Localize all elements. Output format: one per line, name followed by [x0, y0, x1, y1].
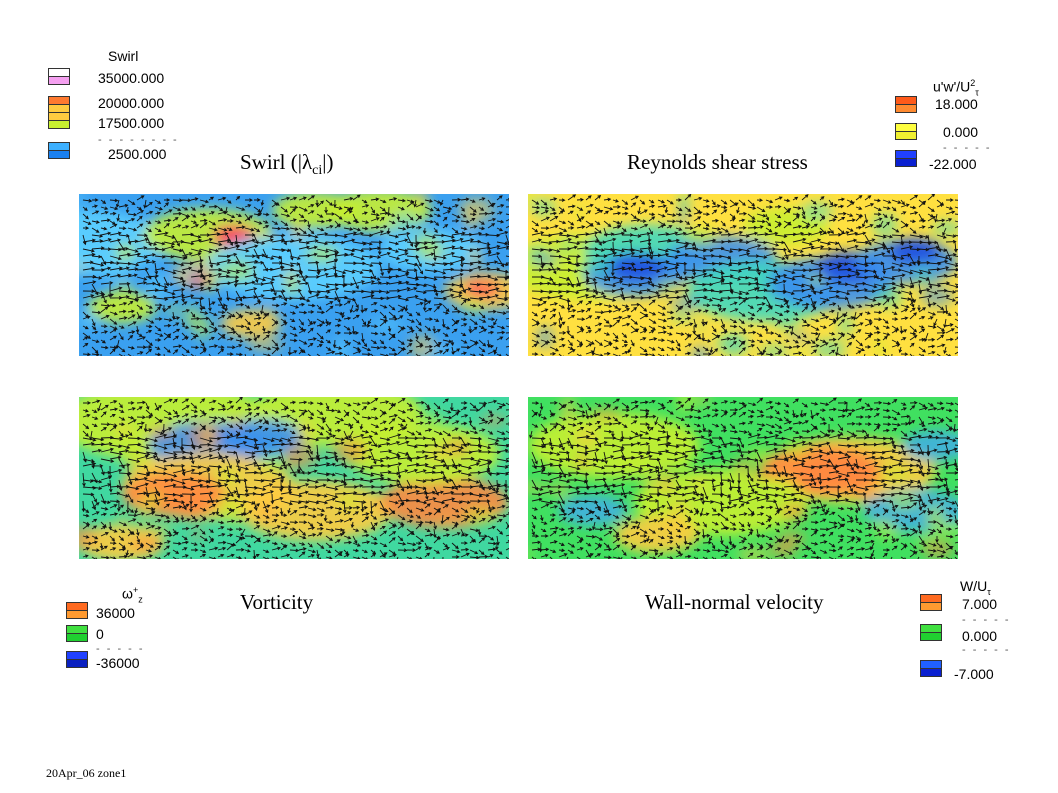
- reynolds-legend-value-2: 0.000: [943, 124, 979, 140]
- vorticity-legend-title-sub: z: [138, 594, 143, 605]
- vorticity-panel-title: Vorticity: [240, 590, 314, 614]
- wallnormal-panel-title: Wall-normal velocity: [645, 590, 824, 614]
- wallnormal-field-plot: [528, 397, 958, 559]
- wallnormal-swatch-2b: [920, 632, 942, 641]
- wallnormal-legend-value-2: 0.000: [962, 628, 998, 644]
- reynolds-legend-title-sup: 2: [970, 78, 976, 88]
- wallnormal-legend-title-sub: τ: [987, 586, 991, 597]
- vorticity-legend-title: ω+z: [122, 585, 143, 604]
- swirl-swatch-3b: [48, 120, 70, 129]
- vorticity-legend-title-sup: +: [132, 585, 139, 595]
- swirl-title-prefix: Swirl (|: [240, 150, 302, 174]
- vorticity-field-plot: [79, 397, 509, 559]
- swirl-field-plot: [79, 194, 509, 356]
- swirl-field-panel: [79, 194, 509, 356]
- reynolds-legend-title-text: u'w'/U: [933, 78, 971, 95]
- swirl-swatch-4b: [48, 150, 70, 159]
- vorticity-field-panel: [79, 397, 509, 559]
- reynolds-field-panel: [528, 194, 958, 356]
- vorticity-legend-value-3: -36000: [96, 655, 140, 671]
- reynolds-legend-title-sub: τ: [975, 87, 979, 98]
- reynolds-swatch-3b: [895, 158, 917, 167]
- vorticity-swatch-2b: [66, 633, 88, 642]
- reynolds-legend-value-3: -22.000: [929, 156, 977, 172]
- wallnormal-legend-value-3: -7.000: [954, 666, 994, 682]
- reynolds-legend-value-1: 18.000: [935, 96, 978, 112]
- wallnormal-swatch-3b: [920, 668, 942, 677]
- swirl-legend-value-4: 2500.000: [108, 146, 167, 162]
- reynolds-legend-title: u'w'/U2τ: [933, 78, 979, 97]
- swirl-panel-title: Swirl (|λci|): [240, 150, 333, 179]
- reynolds-swatch-1b: [895, 104, 917, 113]
- swirl-title-subscript: ci: [312, 163, 323, 179]
- vorticity-legend-title-text: ω: [122, 585, 133, 602]
- wallnormal-swatch-1b: [920, 602, 942, 611]
- wallnormal-field-panel: [528, 397, 958, 559]
- swirl-swatch-1b: [48, 76, 70, 85]
- reynolds-legend-dashes: - - - - -: [943, 142, 992, 154]
- swirl-legend-value-3: 17500.000: [98, 115, 165, 131]
- vorticity-swatch-3b: [66, 659, 88, 668]
- wallnormal-legend-title-text: W/U: [960, 578, 988, 594]
- reynolds-panel-title: Reynolds shear stress: [627, 150, 808, 174]
- vorticity-legend-dashes: - - - - -: [96, 643, 145, 655]
- swirl-legend-dashes: - - - - - - - -: [98, 134, 179, 146]
- wallnormal-legend: W/Uτ 7.000 - - - - - 0.000 - - - - - -7.…: [918, 578, 1028, 688]
- swirl-legend: Swirl 35000.000 20000.000 17500.000 - - …: [46, 48, 179, 168]
- swirl-legend-title: Swirl: [108, 48, 139, 64]
- vorticity-swatch-1b: [66, 610, 88, 619]
- vorticity-legend-value-2: 0: [96, 626, 104, 642]
- wallnormal-legend-title: W/Uτ: [960, 578, 991, 597]
- wallnormal-legend-dashes-top: - - - - -: [962, 614, 1011, 626]
- footer-label: 20Apr_06 zone1: [46, 766, 127, 780]
- swirl-legend-value-1: 35000.000: [98, 70, 165, 86]
- vorticity-legend-value-1: 36000: [96, 605, 135, 621]
- reynolds-legend: u'w'/U2τ 18.000 0.000 - - - - - -22.000: [893, 78, 1003, 178]
- reynolds-field-plot: [528, 194, 958, 356]
- swirl-legend-value-2: 20000.000: [98, 95, 165, 111]
- wallnormal-legend-dashes-bottom: - - - - -: [962, 644, 1011, 656]
- reynolds-swatch-2b: [895, 131, 917, 140]
- wallnormal-legend-value-1: 7.000: [962, 596, 998, 612]
- swirl-title-symbol: λ: [301, 150, 313, 174]
- swirl-title-suffix: |): [322, 150, 334, 174]
- vorticity-legend: ω+z 36000 0 - - - - - -36000: [66, 585, 166, 680]
